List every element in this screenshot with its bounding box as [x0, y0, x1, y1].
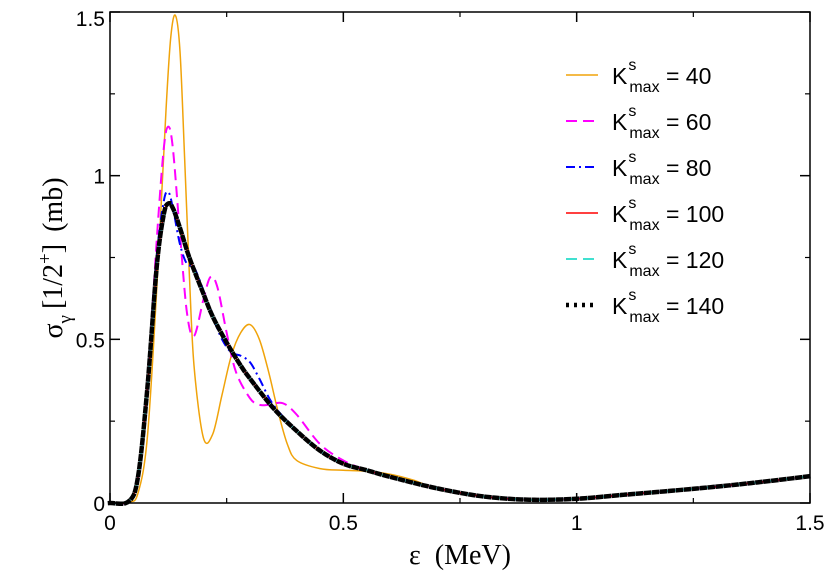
y-tick-label: 0 [93, 493, 105, 516]
x-axis-title: ε (MeV) [409, 540, 511, 571]
y-axis-title: σγ [1/2+] (mb) [35, 177, 76, 338]
x-axis-symbol: ε [409, 540, 421, 571]
y-tick-label: 1.5 [76, 8, 105, 31]
x-tick-label: 0 [104, 512, 116, 535]
y-tick-label: 0.5 [76, 329, 105, 352]
y-axis-superscript: + [35, 253, 56, 264]
x-tick-label: 0.5 [329, 512, 358, 535]
legend-label-1: Ks max = 40 [612, 57, 711, 96]
y-axis-bracket-close: ] [38, 244, 69, 253]
y-axis-subscript: γ [55, 315, 76, 324]
y-axis-symbol: σ [38, 323, 69, 338]
legend: Ks max = 40 Ks max = 60 Ks max = 80 Ks max = 10… [566, 57, 724, 326]
y-axis-unit: (mb) [38, 177, 69, 231]
x-tick-label: 1.5 [795, 512, 824, 535]
y-axis-bracket-open: [1/2 [38, 264, 69, 309]
legend-label-3: Ks max = 80 [612, 149, 711, 188]
legend-label-2: Ks max = 60 [612, 103, 711, 142]
axis-ticks: 0 0.5 1 1.5 0 0.5 1 1.5 [76, 8, 825, 535]
x-axis-unit: (MeV) [435, 540, 511, 571]
y-tick-label: 1 [93, 166, 105, 189]
legend-label-4: Ks max = 100 [612, 195, 724, 234]
legend-label-6: Ks max = 140 [612, 287, 724, 326]
series-line-3 [109, 190, 811, 505]
legend-label-5: Ks max = 120 [612, 241, 724, 280]
x-tick-label: 1 [571, 512, 583, 535]
